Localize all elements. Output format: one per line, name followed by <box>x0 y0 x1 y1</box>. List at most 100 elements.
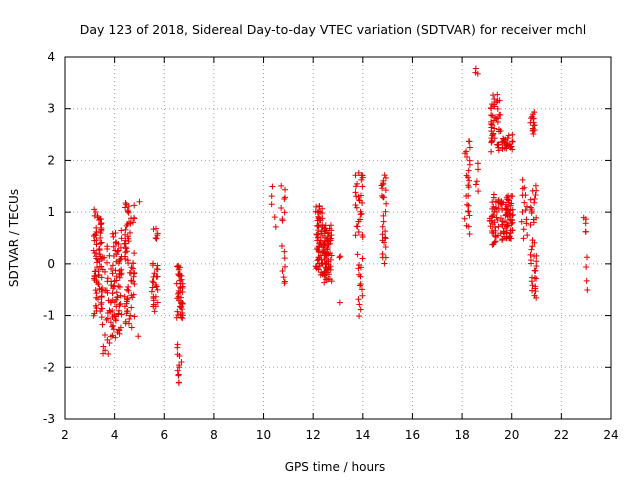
data-point <box>104 336 111 343</box>
grid-lines <box>65 57 611 419</box>
data-point <box>126 229 133 236</box>
data-point <box>498 201 505 208</box>
data-point <box>281 278 288 285</box>
data-point <box>101 254 108 261</box>
data-point <box>503 141 510 148</box>
data-points <box>90 65 591 386</box>
data-point <box>99 266 106 273</box>
data-point <box>122 237 129 244</box>
data-point <box>90 247 97 254</box>
data-point <box>378 192 385 199</box>
data-point <box>113 303 120 310</box>
data-point <box>149 284 156 291</box>
data-point <box>117 256 124 263</box>
x-tick-label: 8 <box>210 428 218 442</box>
data-point <box>122 226 129 233</box>
data-point <box>382 243 389 250</box>
data-point <box>499 218 506 225</box>
data-point <box>268 193 275 200</box>
data-point <box>532 191 539 198</box>
data-point <box>357 273 364 280</box>
data-point <box>116 302 123 309</box>
data-point <box>509 138 516 145</box>
data-point <box>466 212 473 219</box>
data-point <box>522 207 529 214</box>
data-point <box>117 300 124 307</box>
data-point <box>98 293 105 300</box>
data-point <box>531 195 538 202</box>
data-point <box>113 240 120 247</box>
x-tick-label: 22 <box>554 428 569 442</box>
data-point <box>281 194 288 201</box>
data-point <box>503 207 510 214</box>
data-point <box>111 312 118 319</box>
data-point <box>109 262 116 269</box>
data-point <box>126 269 133 276</box>
data-point <box>379 231 386 238</box>
data-point <box>352 201 359 208</box>
data-point <box>324 245 331 252</box>
data-point <box>531 267 538 274</box>
data-point <box>504 196 511 203</box>
data-point <box>174 351 181 358</box>
data-point <box>527 119 534 126</box>
data-point <box>175 379 182 386</box>
data-point <box>489 122 496 129</box>
data-point <box>113 258 120 265</box>
data-point <box>520 235 527 242</box>
data-point <box>489 132 496 139</box>
data-point <box>499 145 506 152</box>
data-point <box>531 199 538 206</box>
data-point <box>109 230 116 237</box>
data-point <box>125 203 132 210</box>
data-point <box>466 157 473 164</box>
data-point <box>116 268 123 275</box>
y-tick-label: 2 <box>47 153 55 167</box>
data-point <box>280 274 287 281</box>
data-point <box>154 299 161 306</box>
data-point <box>508 212 515 219</box>
data-point <box>127 220 134 227</box>
data-point <box>327 249 334 256</box>
data-point <box>121 293 128 300</box>
data-point <box>533 275 540 282</box>
data-point <box>282 186 289 193</box>
data-point <box>279 267 286 274</box>
data-point <box>475 166 482 173</box>
data-point <box>98 239 105 246</box>
data-point <box>473 178 480 185</box>
data-point <box>474 160 481 167</box>
data-point <box>122 318 129 325</box>
data-point <box>153 283 160 290</box>
data-point <box>108 266 115 273</box>
data-point <box>115 283 122 290</box>
data-point <box>527 204 534 211</box>
data-point <box>490 117 497 124</box>
data-point <box>359 233 366 240</box>
data-point <box>356 271 363 278</box>
data-point <box>313 264 320 271</box>
data-point <box>531 253 538 260</box>
data-point <box>99 284 106 291</box>
data-point <box>128 264 135 271</box>
data-point <box>92 287 99 294</box>
data-point <box>115 247 122 254</box>
data-point <box>118 235 125 242</box>
data-point <box>463 148 470 155</box>
data-point <box>529 274 536 281</box>
data-point <box>315 256 322 263</box>
data-point <box>131 202 138 209</box>
data-point <box>353 204 360 211</box>
data-point <box>529 237 536 244</box>
data-point <box>583 277 590 284</box>
data-point <box>466 177 473 184</box>
x-tick-label: 12 <box>306 428 321 442</box>
data-point <box>336 299 343 306</box>
data-point <box>114 293 121 300</box>
data-point <box>322 261 329 268</box>
data-point <box>148 288 155 295</box>
data-point <box>357 306 364 313</box>
data-point <box>129 265 136 272</box>
data-point <box>92 302 99 309</box>
data-point <box>509 227 516 234</box>
